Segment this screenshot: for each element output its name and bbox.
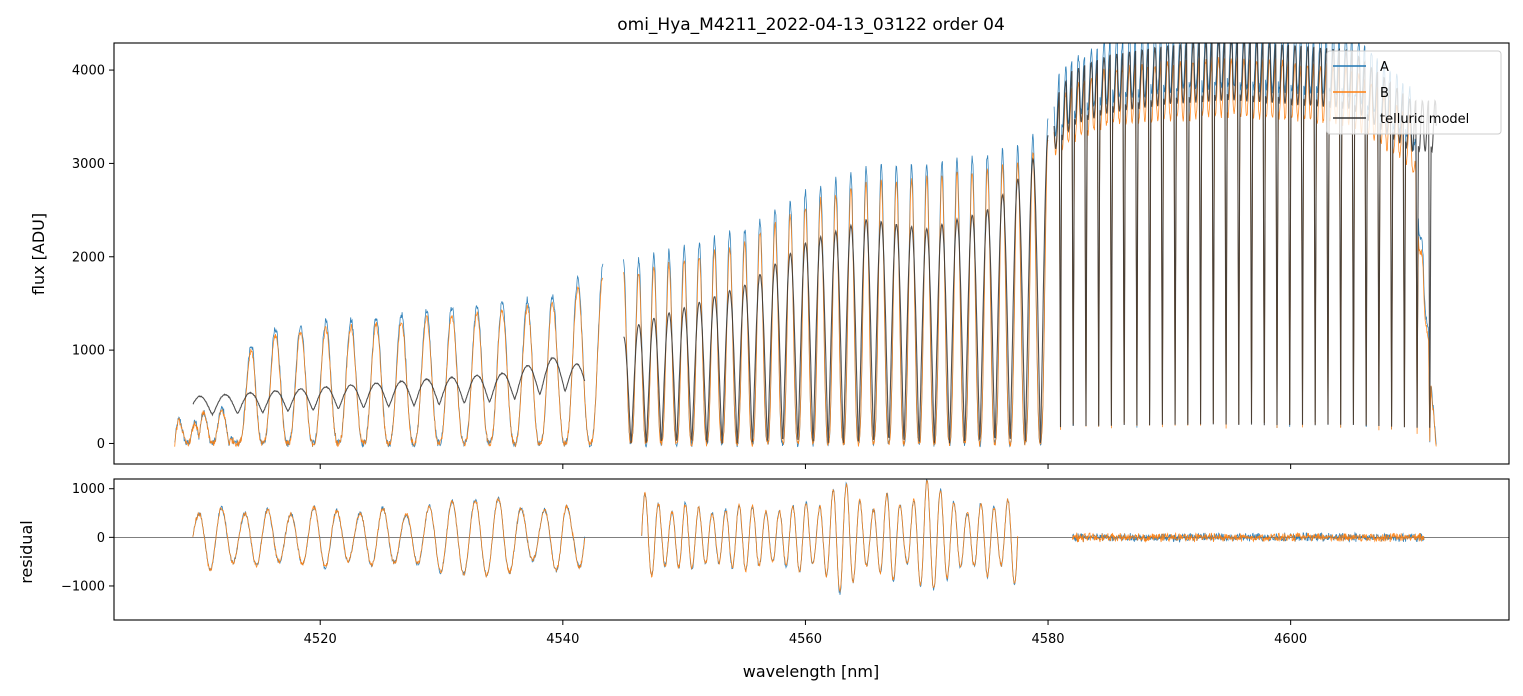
residual-panel: −1000 0 1000 4520 4540 4560 4580 4600 residual… [17,478,1510,681]
residual-y-tick-label: 0 [97,531,105,546]
residual-x-tick-label: 4540 [546,632,579,647]
residual-x-tick-label: 4580 [1031,632,1064,647]
residual-x-tick-label: 4560 [789,632,822,647]
legend-box [1326,50,1502,135]
residual-y-tick-label: 1000 [72,482,105,497]
residual-y-axis-label: residual [17,520,36,583]
main-y-tick-label: 0 [97,437,105,452]
main-y-tick-label: 3000 [72,157,105,172]
main-y-tick-label: 4000 [72,64,105,79]
x-axis-label: wavelength [nm] [743,662,880,681]
main-y-tick-label: 2000 [72,250,105,265]
main-y-tick-label: 1000 [72,344,105,359]
main-panel: 0 1000 2000 3000 4000 flux [ADU] A B telluri… [29,42,1510,469]
legend: A B telluric model [1326,50,1502,135]
residual-plot-frame [113,478,1510,621]
residual-series-b-line [192,479,1425,593]
main-plot-frame [113,42,1510,465]
legend-label-telluric-model: telluric model [1380,112,1469,127]
residual-x-tick-label: 4600 [1274,632,1307,647]
legend-label-a: A [1380,60,1389,75]
residual-x-tick-label: 4520 [304,632,337,647]
main-y-axis-label: flux [ADU] [29,213,48,295]
chart-title: omi_Hya_M4211_2022-04-13_03122 order 04 [617,15,1005,35]
legend-label-b: B [1380,86,1389,101]
residual-y-tick-label: −1000 [61,579,105,594]
